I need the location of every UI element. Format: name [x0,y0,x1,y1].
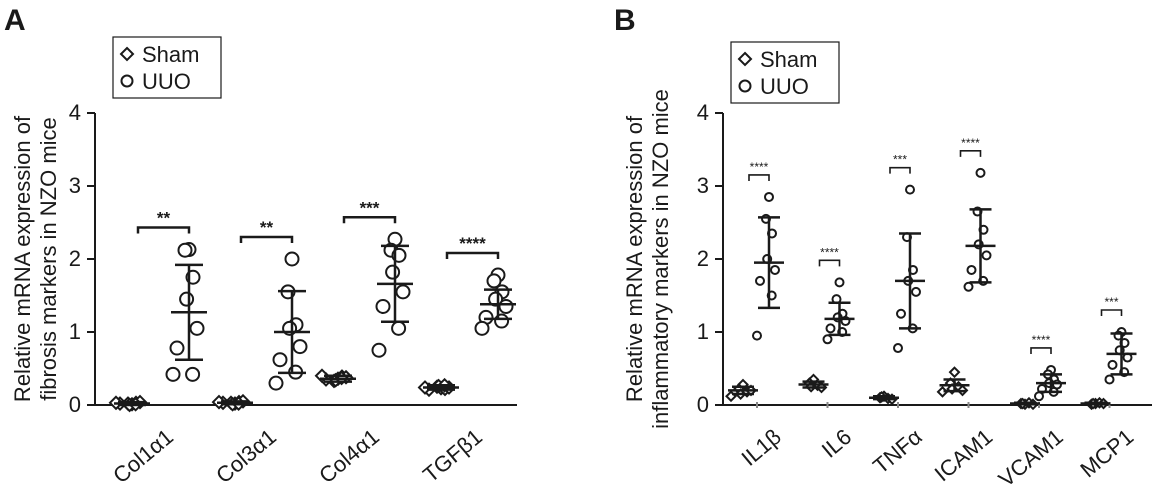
data-point-uuo [474,320,490,336]
legend-box [112,36,222,99]
significance-bracket [445,251,500,260]
data-point-uuo [268,375,284,391]
x-category-label: IL6 [817,424,857,463]
data-point-uuo [1104,374,1115,385]
significance-label: *** [360,198,380,217]
data-point-sham [948,366,961,379]
significance-bracket [959,150,982,157]
y-tick-label: 3 [69,173,81,198]
y-tick-label: 1 [697,319,709,344]
data-point-uuo [292,339,308,355]
x-category-label: ICAM1 [930,424,998,485]
data-point-uuo [966,264,977,275]
data-point-uuo [834,277,845,288]
data-point-uuo [825,323,836,334]
y-tick-label: 4 [697,100,709,125]
data-point-uuo [764,191,774,202]
significance-label: ** [260,218,274,237]
legend-label-sham: Sham [760,47,817,72]
y-tick-label: 2 [69,246,81,271]
x-category-label: VCAM1 [994,424,1068,485]
data-point-uuo [498,298,514,314]
legend-box [730,41,840,104]
significance-label: *** [1104,295,1118,309]
x-category-label: Col3α1 [211,424,281,485]
data-point-uuo [177,242,193,258]
x-category-label: MCP1 [1075,424,1138,482]
significance-bracket [748,174,770,181]
data-point-uuo [165,366,181,382]
significance-bracket [1030,347,1052,354]
significance-label: **** [750,160,769,174]
significance-label: **** [820,245,839,259]
data-point-uuo [371,342,387,358]
legend-circle-icon [120,74,134,88]
panel-a: A 0 1 2 3 4 Relative mRNA expression of fibrosi… [4,4,517,485]
y-axis-label: fibrosis markers in NZO mice [36,117,61,401]
significance-label: *** [893,153,907,167]
data-point-uuo [486,273,502,289]
data-point-uuo [189,320,205,336]
legend-circle-icon [738,79,752,93]
legend-label-uuo: UUO [142,69,191,94]
data-point-uuo [981,250,992,261]
y-tick-label: 4 [69,100,81,125]
significance-label: ** [157,209,171,228]
legend-diamond-icon [119,46,135,62]
x-category-label: Col4α1 [314,424,384,485]
data-point-uuo [179,291,195,307]
x-category-label: IL1β [737,424,786,471]
x-category-label: Col1α1 [108,424,178,485]
y-axis-label: inflammatory markers in NZO mice [648,89,673,429]
data-point-uuo [272,352,288,368]
panel-b: B 0 1 2 3 4 Relative mRNA expression of inflamm… [614,4,1152,485]
panel-letter: B [614,4,636,37]
y-tick-label: 0 [697,392,709,417]
y-axis-label: Relative mRNA expression of [10,115,35,402]
data-point-uuo [284,251,300,267]
data-point-uuo [822,334,833,345]
data-point-uuo [1034,391,1044,402]
data-point-uuo [391,320,407,336]
significance-bracket [1100,309,1123,316]
data-point-uuo [770,264,780,275]
data-point-uuo [752,330,762,341]
data-point-uuo [755,275,765,286]
data-point-uuo [963,281,974,292]
data-point-uuo [375,298,391,314]
significance-bracket [136,226,191,234]
y-tick-label: 2 [697,246,709,271]
significance-label: **** [961,136,980,150]
data-point-uuo [905,184,915,195]
data-point-uuo [893,343,903,354]
data-point-uuo [169,340,185,356]
legend-label-uuo: UUO [760,74,809,99]
data-point-uuo [185,366,201,382]
x-category-label: TNFα [868,424,927,479]
significance-label: **** [1032,333,1051,347]
panel-letter: A [4,4,26,37]
y-tick-label: 1 [69,319,81,344]
significance-bracket [818,259,841,267]
data-point-uuo [385,264,401,280]
legend-diamond-icon [737,51,753,67]
y-tick-label: 3 [697,173,709,198]
significance-bracket [342,216,397,224]
data-point-uuo [395,284,411,300]
data-point-uuo [975,167,986,178]
data-point-uuo [1107,359,1118,370]
legend-label-sham: Sham [142,42,199,67]
data-point-uuo [911,286,921,297]
y-tick-label: 0 [69,392,81,417]
y-axis-label: Relative mRNA expression of [622,115,647,402]
data-point-uuo [896,308,906,319]
significance-bracket [239,235,294,243]
significance-label: **** [459,234,486,253]
significance-bracket [889,166,911,174]
x-category-label: TGFβ1 [418,424,487,485]
